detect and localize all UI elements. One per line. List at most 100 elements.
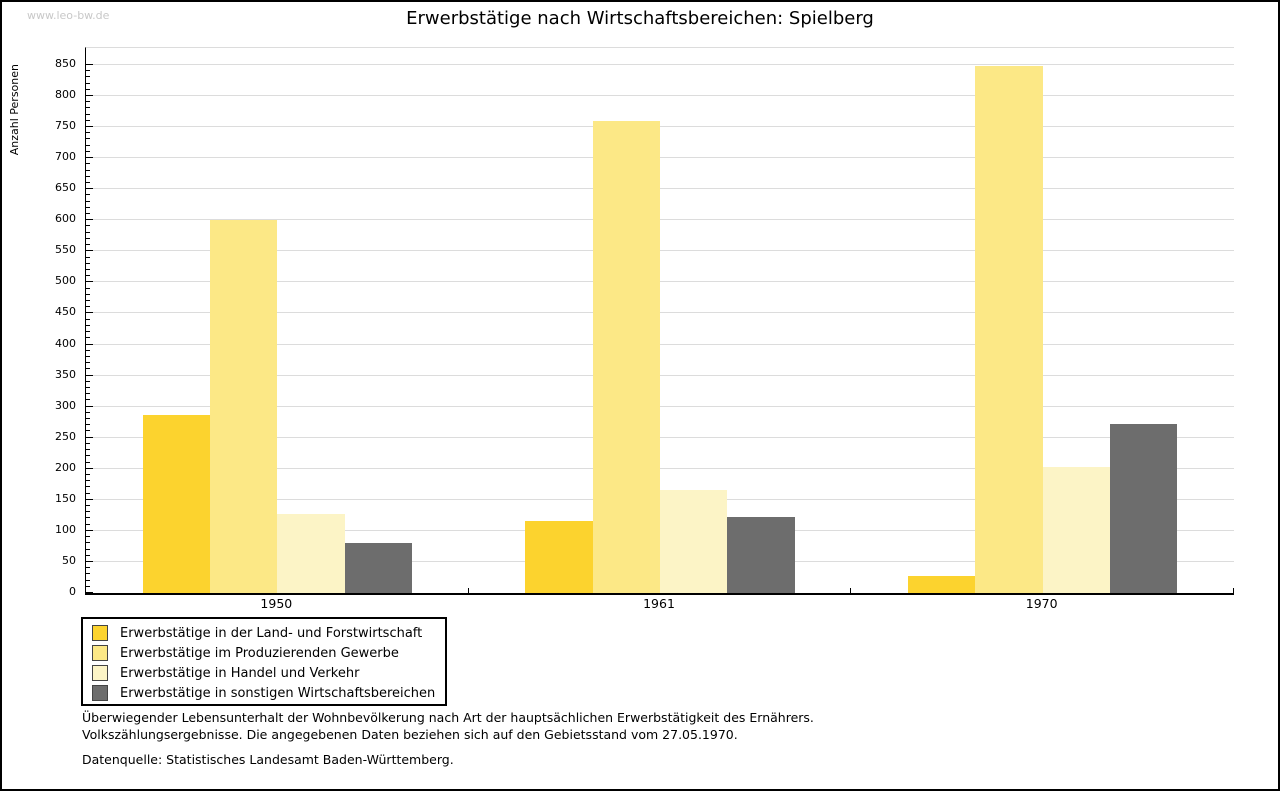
legend-label: Erwerbstätige in Handel und Verkehr: [120, 665, 360, 681]
bar: [1109, 424, 1178, 593]
y-minor-tick: [86, 200, 90, 202]
plot-area: [85, 47, 1234, 595]
y-minor-tick: [86, 554, 90, 556]
gridline: [86, 374, 1234, 376]
legend-label: Erwerbstätige im Produzierenden Gewerbe: [120, 645, 399, 661]
y-minor-tick: [86, 70, 90, 72]
y-minor-tick: [86, 144, 90, 146]
y-major-tick: [86, 126, 93, 128]
y-major-tick: [86, 250, 93, 252]
y-minor-tick: [86, 573, 90, 575]
bar: [1042, 466, 1110, 593]
y-tick-label: 650: [55, 181, 76, 195]
y-major-tick: [86, 498, 93, 500]
gridline: [86, 436, 1234, 438]
y-minor-tick: [86, 181, 90, 183]
legend-label: Erwerbstätige in der Land- und Forstwirt…: [120, 625, 423, 641]
y-major-tick: [86, 63, 93, 65]
y-minor-tick: [86, 337, 90, 339]
gridline: [86, 250, 1234, 252]
y-major-tick: [86, 405, 93, 407]
y-major-tick: [86, 374, 93, 376]
y-major-tick: [86, 157, 93, 159]
y-minor-tick: [86, 268, 90, 270]
y-minor-tick: [86, 331, 90, 333]
bar: [277, 514, 345, 593]
y-tick-labels: 0 50 100 150 200 250 300 350 400 450 500 550 600 650 7…: [2, 47, 80, 598]
y-minor-tick: [86, 175, 90, 177]
y-minor-tick: [86, 461, 90, 463]
y-minor-tick: [86, 430, 90, 432]
y-minor-tick: [86, 536, 90, 538]
y-minor-tick: [86, 256, 90, 258]
y-tick-label: 850: [55, 56, 76, 70]
y-minor-tick: [86, 399, 90, 401]
gridline: [86, 219, 1234, 221]
y-minor-tick: [86, 449, 90, 451]
footnote-line1: Überwiegender Lebensunterhalt der Wohnbe…: [82, 710, 814, 725]
bar: [908, 576, 976, 593]
gridline: [86, 312, 1234, 314]
y-minor-tick: [86, 163, 90, 165]
legend-item: Erwerbstätige im Produzierenden Gewerbe: [92, 643, 445, 663]
y-minor-tick: [86, 505, 90, 507]
bar: [592, 120, 660, 593]
y-tick-label: 150: [55, 491, 76, 505]
x-boundary-tick: [467, 588, 469, 593]
y-minor-tick: [86, 579, 90, 581]
y-minor-tick: [86, 225, 90, 227]
y-minor-tick: [86, 206, 90, 208]
y-minor-tick: [86, 380, 90, 382]
legend-item: Erwerbstätige in der Land- und Forstwirt…: [92, 623, 445, 643]
legend-item: Erwerbstätige in Handel und Verkehr: [92, 663, 445, 683]
y-minor-tick: [86, 473, 90, 475]
y-minor-tick: [86, 113, 90, 115]
legend-swatch-produzierendes-gewerbe-icon: [92, 645, 108, 661]
y-major-tick: [86, 312, 93, 314]
legend-label: Erwerbstätige in sonstigen Wirtschaftsbe…: [120, 685, 436, 701]
y-minor-tick: [86, 119, 90, 121]
y-tick-label: 50: [62, 553, 76, 567]
gridline: [86, 157, 1234, 159]
y-minor-tick: [86, 244, 90, 246]
y-minor-tick: [86, 424, 90, 426]
y-tick-label: 300: [55, 398, 76, 412]
gridline: [86, 95, 1234, 96]
y-tick-label: 500: [55, 274, 76, 288]
x-tick-label: 1970: [1025, 596, 1058, 611]
gridline: [86, 343, 1234, 345]
y-minor-tick: [86, 492, 90, 494]
y-tick-label: 700: [55, 150, 76, 164]
y-tick-label: 800: [55, 88, 76, 101]
gridline: [86, 63, 1234, 65]
y-major-tick: [86, 467, 93, 469]
bar: [727, 516, 795, 593]
gridline: [86, 405, 1234, 407]
x-tick-label: 1950: [260, 596, 293, 611]
y-tick-label: 550: [55, 243, 76, 257]
y-tick-label: 200: [55, 460, 76, 474]
y-minor-tick: [86, 324, 90, 326]
y-minor-tick: [86, 368, 90, 370]
data-source: Datenquelle: Statistisches Landesamt Bad…: [82, 752, 454, 767]
y-major-tick: [86, 95, 93, 96]
y-minor-tick: [86, 349, 90, 351]
y-minor-tick: [86, 548, 90, 550]
y-tick-label: 100: [55, 522, 76, 536]
y-minor-tick: [86, 585, 90, 587]
y-minor-tick: [86, 237, 90, 239]
gridline: [86, 467, 1234, 469]
y-major-tick: [86, 529, 93, 531]
y-minor-tick: [86, 88, 90, 90]
legend-swatch-sonstige-icon: [92, 685, 108, 701]
bar: [975, 66, 1043, 593]
y-minor-tick: [86, 306, 90, 308]
y-tick-label: 450: [55, 305, 76, 319]
y-minor-tick: [86, 169, 90, 171]
gridline: [86, 188, 1234, 190]
y-minor-tick: [86, 362, 90, 364]
y-major-tick: [86, 560, 93, 562]
chart-title: Erwerbstätige nach Wirtschaftsbereichen:…: [406, 8, 874, 29]
y-minor-tick: [86, 355, 90, 357]
bar: [142, 414, 211, 593]
